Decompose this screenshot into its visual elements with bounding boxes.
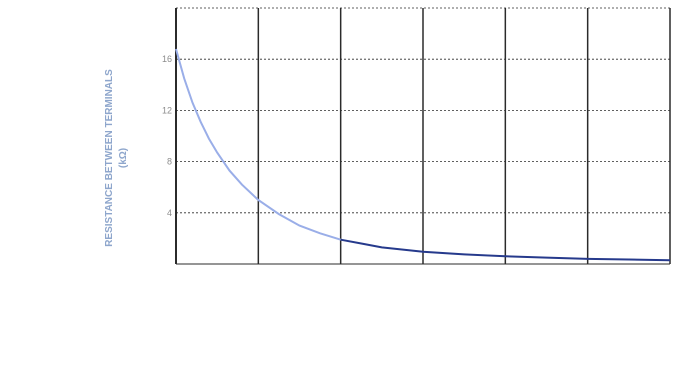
series-0-line [175, 48, 341, 241]
y-axis-unit: (kΩ) [118, 148, 129, 168]
y-tick-label-4: 16 [162, 54, 172, 64]
series-layer [175, 48, 671, 262]
grid-layer [175, 7, 671, 265]
tick-layer: 4 8 12 16 [162, 54, 172, 218]
y-axis-label: RESISTANCE BETWEEN TERMINALS [104, 69, 115, 247]
y-tick-label-3: 12 [162, 105, 172, 115]
y-tick-label-2: 8 [167, 157, 172, 167]
y-axis-label-group: RESISTANCE BETWEEN TERMINALS (kΩ) [104, 69, 129, 247]
series-0-line-tail [340, 238, 671, 262]
y-tick-label-1: 4 [167, 208, 172, 218]
